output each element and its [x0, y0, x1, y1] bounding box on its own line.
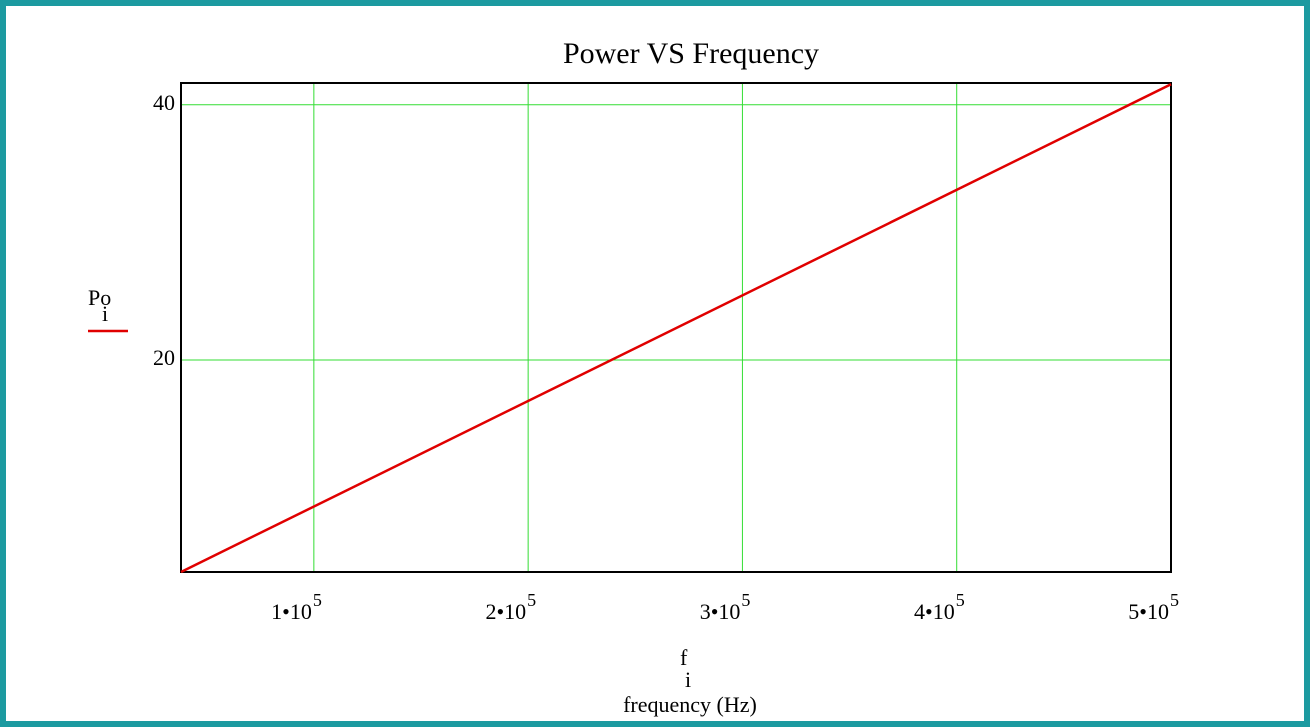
y-label-subscript: i: [102, 301, 108, 326]
x-tick-exponent: 5: [313, 590, 322, 610]
x-tick-label: 2•10: [485, 599, 526, 624]
x-tick-label: 3•10: [700, 599, 741, 624]
x-label: f: [680, 645, 688, 670]
chart-title: Power VS Frequency: [563, 37, 819, 70]
x-caption: frequency (Hz): [623, 692, 757, 717]
x-tick-label: 5•10: [1128, 599, 1169, 624]
x-tick-label: 4•10: [914, 599, 955, 624]
x-tick-exponent: 5: [1170, 590, 1179, 610]
x-tick-exponent: 5: [527, 590, 536, 610]
y-tick-label: 20: [153, 345, 175, 370]
y-tick-label: 40: [153, 90, 175, 115]
x-tick-exponent: 5: [956, 590, 965, 610]
line: [180, 83, 1172, 574]
y-label: Po: [88, 285, 111, 310]
x-tick-exponent: 5: [741, 590, 750, 610]
plot-area: [180, 82, 1172, 573]
x-label-subscript: i: [685, 667, 691, 692]
x-tick-label: 1•10: [271, 599, 312, 624]
